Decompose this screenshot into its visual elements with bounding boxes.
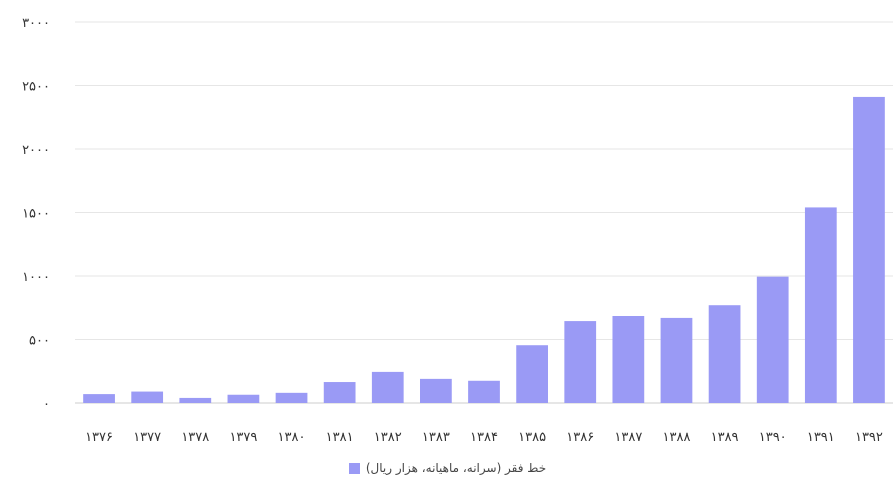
x-tick-label: ۱۳۸۶	[566, 430, 594, 445]
legend-label: خط فقر (سرانه، ماهیانه، هزار ریال)	[365, 461, 547, 475]
x-tick-label: ۱۳۸۱	[326, 430, 354, 445]
bar	[83, 394, 115, 403]
y-axis: ۰ ۵۰۰ ۱۰۰۰ ۱۵۰۰ ۲۰۰۰ ۲۵۰۰ ۳۰۰۰	[22, 16, 50, 412]
x-tick-label: ۱۳۸۴	[470, 430, 498, 445]
bar	[853, 96, 885, 404]
bar	[612, 316, 645, 403]
y-tick-label: ۱۰۰۰	[22, 270, 50, 285]
bar	[179, 397, 212, 403]
y-tick-label: ۵۰۰	[29, 334, 50, 349]
y-tick-label: ۳۰۰۰	[22, 16, 50, 31]
bar	[323, 382, 356, 403]
bar	[468, 380, 500, 403]
bars	[83, 96, 885, 404]
gridlines	[75, 21, 893, 404]
legend-swatch	[348, 462, 360, 474]
x-tick-label: ۱۳۸۵	[518, 430, 546, 445]
bar	[660, 317, 693, 403]
bar	[227, 394, 260, 403]
x-tick-label: ۱۳۷۹	[229, 430, 257, 445]
x-tick-label: ۱۳۸۰	[278, 430, 306, 445]
x-tick-label: ۱۳۸۷	[614, 430, 642, 445]
bar	[756, 276, 789, 403]
bar	[804, 207, 837, 403]
bar	[371, 371, 404, 403]
y-tick-label: ۰	[43, 397, 50, 412]
bar	[708, 305, 741, 403]
y-tick-label: ۲۵۰۰	[22, 80, 50, 95]
x-tick-label: ۱۳۸۸	[663, 430, 691, 445]
x-tick-label: ۱۳۷۸	[181, 430, 209, 445]
x-tick-label: ۱۳۹۰	[759, 430, 787, 445]
bar	[131, 391, 164, 403]
legend: خط فقر (سرانه، ماهیانه، هزار ریال)	[0, 461, 895, 475]
y-tick-label: ۲۰۰۰	[22, 143, 50, 158]
bar	[275, 392, 308, 403]
x-tick-label: ۱۳۷۶	[85, 430, 113, 445]
bar	[564, 321, 597, 403]
x-tick-label: ۱۳۹۲	[855, 430, 883, 445]
x-tick-label: ۱۳۹۱	[807, 430, 835, 445]
bar	[420, 378, 452, 403]
x-tick-label: ۱۳۸۹	[711, 430, 739, 445]
x-axis: ۱۳۷۶ ۱۳۷۷ ۱۳۷۸ ۱۳۷۹ ۱۳۸۰ ۱۳۸۱ ۱۳۸۲ ۱۳۸۳ ۱۳۸۴ ۱۳۸۵…	[85, 430, 883, 445]
y-tick-label: ۱۵۰۰	[22, 207, 50, 222]
x-tick-label: ۱۳۷۷	[133, 430, 161, 445]
x-tick-label: ۱۳۸۲	[374, 430, 402, 445]
x-tick-label: ۱۳۸۳	[422, 430, 450, 445]
bar	[516, 345, 548, 403]
